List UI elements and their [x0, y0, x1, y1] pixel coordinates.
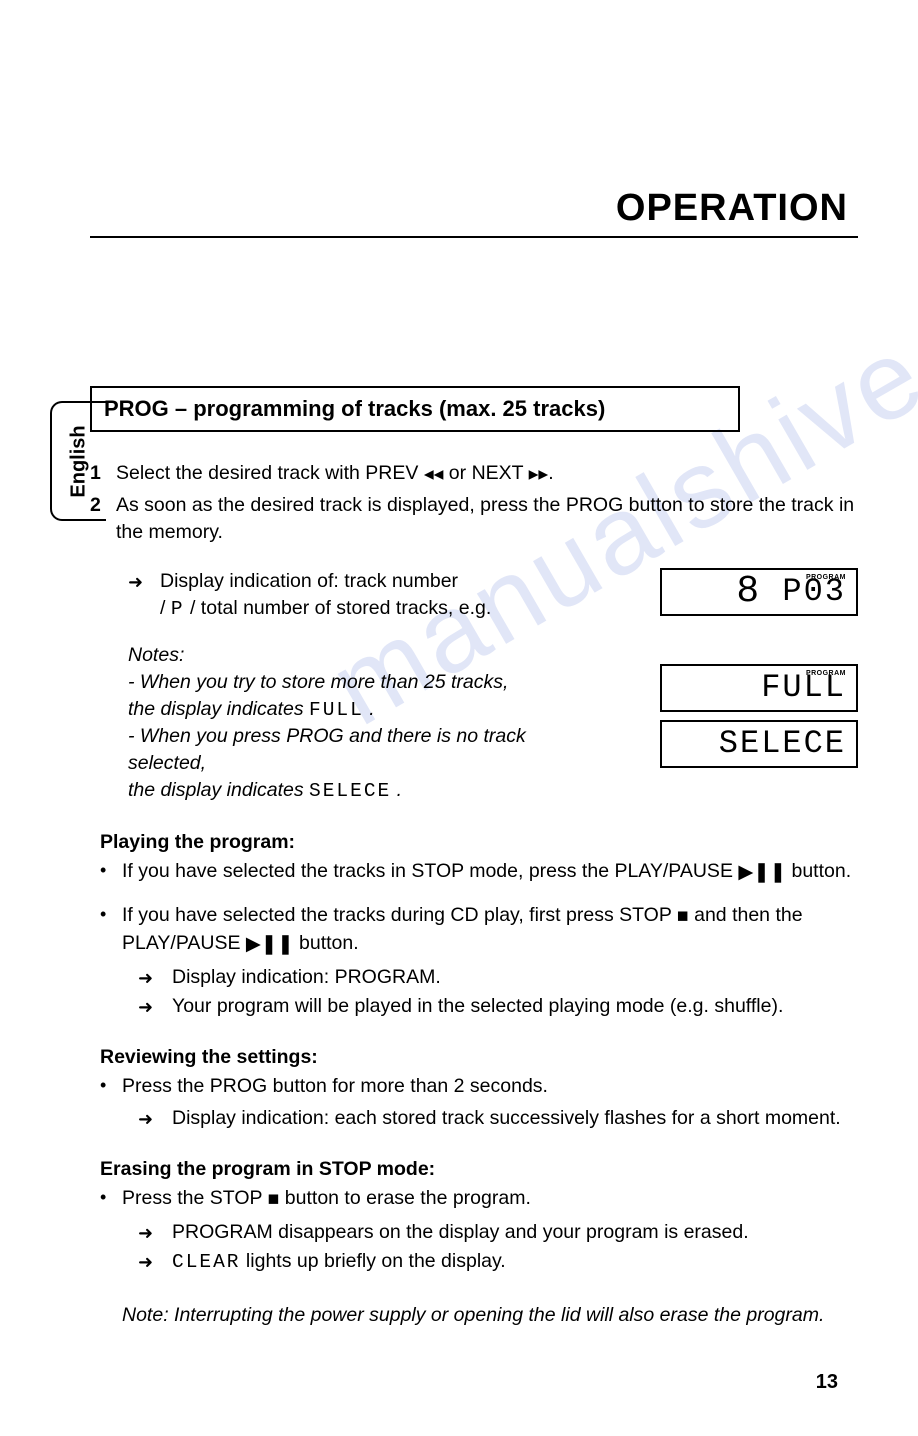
arrow-icon: ➜	[138, 993, 172, 1020]
bullet-icon: •	[100, 858, 122, 886]
step-1: 1 Select the desired track with PREV ◂◂ …	[90, 460, 858, 488]
note-2: - When you press PROG and there is no tr…	[128, 723, 588, 805]
notes-text: Notes: - When you try to store more than…	[128, 642, 588, 805]
playing-bullet-2: • If you have selected the tracks during…	[90, 902, 858, 958]
arrow-icon: ➜	[138, 964, 172, 991]
step-number: 2	[90, 492, 116, 546]
lcd-label: PROGRAM	[806, 669, 846, 679]
next-icon: ▸▸	[529, 461, 549, 488]
lcd-stack: PROGRAM FULL SELECE	[660, 664, 858, 776]
playing-arrow-2: ➜ Your program will be played in the sel…	[90, 993, 858, 1020]
prev-icon: ◂◂	[424, 461, 444, 488]
display-indication-block: ➜ Display indication of: track number / …	[90, 568, 858, 624]
step-number: 1	[90, 460, 116, 488]
lcd-display-1: PROGRAM 8 P03	[660, 568, 858, 616]
note-1: - When you try to store more than 25 tra…	[128, 669, 588, 724]
bullet-icon: •	[100, 1073, 122, 1100]
display-indication-text: Display indication of: track number / P …	[160, 568, 660, 623]
erasing-arrow-2: ➜ CLEAR lights up briefly on the display…	[90, 1248, 858, 1276]
notes-block: Notes: - When you try to store more than…	[90, 642, 858, 805]
reviewing-arrow-1: ➜ Display indication: each stored track …	[90, 1105, 858, 1132]
content-area: 1 Select the desired track with PREV ◂◂ …	[90, 460, 858, 1396]
numbered-steps: 1 Select the desired track with PREV ◂◂ …	[90, 460, 858, 546]
page-header: OPERATION	[90, 187, 848, 230]
reviewing-head: Reviewing the settings:	[90, 1044, 858, 1071]
erasing-bullet-1: • Press the STOP ■ button to erase the p…	[90, 1185, 858, 1213]
playing-arrow-1: ➜ Display indication: PROGRAM.	[90, 964, 858, 991]
lcd-display-2: PROGRAM FULL	[660, 664, 858, 712]
bullet-icon: •	[100, 1185, 122, 1213]
language-label: English	[68, 425, 91, 497]
section-title: PROG – programming of tracks (max. 25 tr…	[90, 386, 740, 432]
lcd-label: PROGRAM	[806, 573, 846, 583]
play-pause-icon: ▶❚❚	[246, 931, 294, 958]
erasing-arrow-1: ➜ PROGRAM disappears on the display and …	[90, 1219, 858, 1246]
stop-icon: ■	[268, 1186, 280, 1213]
play-pause-icon: ▶❚❚	[738, 859, 786, 886]
header-rule	[90, 236, 858, 238]
lcd-text: SELECE	[719, 722, 846, 766]
final-note: Note: Interrupting the power supply or o…	[90, 1302, 858, 1329]
arrow-icon: ➜	[138, 1219, 172, 1246]
erasing-head: Erasing the program in STOP mode:	[90, 1156, 858, 1183]
bullet-icon: •	[100, 902, 122, 958]
step-2: 2 As soon as the desired track is displa…	[90, 492, 858, 546]
step-text: As soon as the desired track is displaye…	[116, 492, 858, 546]
arrow-icon: ➜	[138, 1105, 172, 1132]
page-number: 13	[90, 1369, 858, 1397]
notes-title: Notes:	[128, 642, 588, 669]
lcd-big-digit: 8	[736, 566, 761, 618]
lcd-display-3: SELECE	[660, 720, 858, 768]
arrow-icon: ➜	[128, 568, 160, 595]
step-text: Select the desired track with PREV ◂◂ or…	[116, 460, 858, 488]
stop-icon: ■	[677, 903, 689, 930]
playing-bullet-1: • If you have selected the tracks in STO…	[90, 858, 858, 886]
reviewing-bullet-1: • Press the PROG button for more than 2 …	[90, 1073, 858, 1100]
playing-head: Playing the program:	[90, 829, 858, 856]
arrow-icon: ➜	[138, 1248, 172, 1276]
